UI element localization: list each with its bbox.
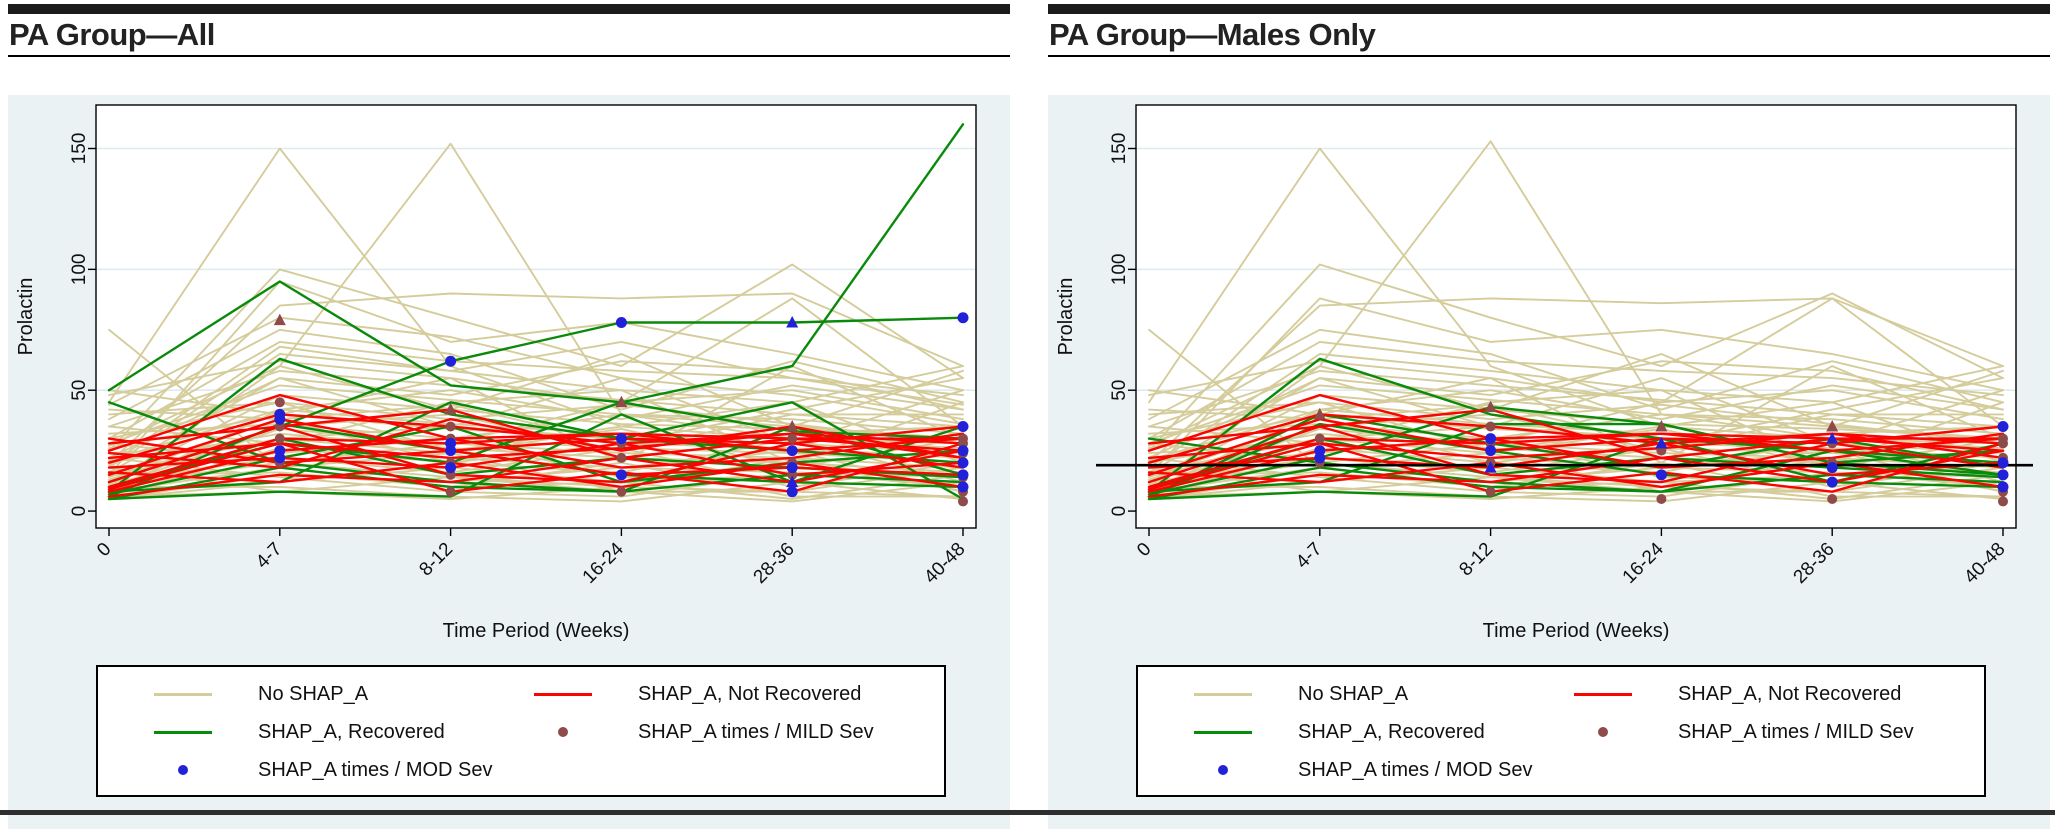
legend-item: No SHAP_A xyxy=(1148,681,1528,707)
y-axis-title: Prolactin xyxy=(1055,278,1077,356)
svg-text:150: 150 xyxy=(69,133,90,165)
legend-label: SHAP_A times / MOD Sev xyxy=(1298,758,1533,781)
y-axis: 0 50 100 150 xyxy=(69,133,96,517)
title-rule xyxy=(1048,55,2050,57)
legend-label: SHAP_A times / MILD Sev xyxy=(637,720,874,743)
figure-pa-males-only: PA Group—Males Only 0 50 100 150 0 4-7 8-12 16-… xyxy=(1048,0,2050,829)
figure-title: PA Group—Males Only xyxy=(1049,17,1376,52)
svg-text:8-12: 8-12 xyxy=(415,539,457,581)
title-rule xyxy=(8,55,1010,57)
legend-dot-swatch xyxy=(488,727,638,737)
legend-box: No SHAP_A SHAP_A, Not Recovered SHAP_A, Re… xyxy=(1136,665,1986,797)
legend-item: SHAP_A times / MOD Sev xyxy=(108,757,493,783)
svg-text:28-36: 28-36 xyxy=(750,539,799,588)
svg-text:50: 50 xyxy=(69,380,90,401)
svg-text:28-36: 28-36 xyxy=(1790,539,1839,588)
svg-text:0: 0 xyxy=(93,539,115,561)
plot-panel: 0 50 100 150 0 4-7 8-12 16-24 28-36 40-48 Prolacti… xyxy=(1048,95,2050,829)
figure-top-rule xyxy=(1048,4,2050,14)
svg-text:0: 0 xyxy=(69,506,90,517)
figure-top-rule xyxy=(8,4,1010,14)
plot-panel: 0 50 100 150 0 4-7 8-12 16-24 28-36 40-48 Prolacti… xyxy=(8,95,1010,829)
legend-label: SHAP_A, Not Recovered xyxy=(1677,682,1902,705)
legend-dot-swatch xyxy=(1148,765,1298,775)
x-axis: 0 4-7 8-12 16-24 28-36 40-48 xyxy=(93,528,970,588)
legend-item: No SHAP_A xyxy=(108,681,488,707)
legend-line-swatch xyxy=(1148,692,1298,696)
svg-text:100: 100 xyxy=(1109,254,1130,286)
svg-text:100: 100 xyxy=(69,254,90,286)
legend-item: SHAP_A, Recovered xyxy=(108,719,488,745)
legend-label: SHAP_A times / MILD Sev xyxy=(1677,720,1914,743)
figure-title: PA Group—All xyxy=(9,17,215,52)
legend-item: SHAP_A, Not Recovered xyxy=(1528,681,1974,707)
legend-line-swatch xyxy=(108,692,258,696)
svg-text:16-24: 16-24 xyxy=(1619,538,1669,588)
legend-item: SHAP_A times / MILD Sev xyxy=(1528,719,1974,745)
legend-label: SHAP_A times / MOD Sev xyxy=(258,758,493,781)
legend-item: SHAP_A times / MILD Sev xyxy=(488,719,934,745)
plot-frame xyxy=(95,104,977,529)
legend-label: SHAP_A, Not Recovered xyxy=(637,682,862,705)
legend-dot-swatch xyxy=(108,765,258,775)
series-shap-a-not-recovered xyxy=(1147,393,2005,498)
x-axis-title: Time Period (Weeks) xyxy=(1482,620,1670,642)
legend-label: No SHAP_A xyxy=(1298,682,1409,705)
page-bottom-rule xyxy=(0,810,2055,815)
svg-text:40-48: 40-48 xyxy=(1960,539,2009,588)
svg-text:40-48: 40-48 xyxy=(920,539,969,588)
figure-pa-all: PA Group—All 0 50 100 150 0 4-7 8-12 16-24 28-36… xyxy=(8,0,1010,829)
legend-item: SHAP_A times / MOD Sev xyxy=(1148,757,1533,783)
line-chart: 0 50 100 150 0 4-7 8-12 16-24 28-36 40-48 Prolacti… xyxy=(1055,104,2033,588)
line-chart: 0 50 100 150 0 4-7 8-12 16-24 28-36 40-48 Prolacti… xyxy=(15,104,977,588)
y-axis: 0 50 100 150 xyxy=(1109,133,1136,517)
markers-shap-a-times-mod-sev xyxy=(274,312,969,498)
svg-text:50: 50 xyxy=(1109,380,1130,401)
legend-line-swatch xyxy=(1528,692,1678,696)
legend-line-swatch xyxy=(488,692,638,696)
legend-box: No SHAP_A SHAP_A, Not Recovered SHAP_A, Re… xyxy=(96,665,946,797)
svg-text:4-7: 4-7 xyxy=(252,539,286,573)
legend-item: SHAP_A, Not Recovered xyxy=(488,681,934,707)
legend-line-swatch xyxy=(1148,730,1298,734)
series-shap-a-not-recovered xyxy=(107,393,965,498)
legend-dot-swatch xyxy=(1528,727,1678,737)
svg-text:4-7: 4-7 xyxy=(1292,539,1326,573)
legend-label: SHAP_A, Recovered xyxy=(1298,720,1485,743)
svg-text:8-12: 8-12 xyxy=(1455,539,1497,581)
svg-text:0: 0 xyxy=(1109,506,1130,517)
svg-text:150: 150 xyxy=(1109,133,1130,165)
y-axis-title: Prolactin xyxy=(15,278,37,356)
x-axis-title: Time Period (Weeks) xyxy=(442,620,630,642)
markers-shap-a-times-mod-sev xyxy=(1314,420,2009,493)
svg-text:16-24: 16-24 xyxy=(579,538,629,588)
x-axis: 0 4-7 8-12 16-24 28-36 40-48 xyxy=(1133,528,2010,588)
legend-item: SHAP_A, Recovered xyxy=(1148,719,1528,745)
svg-text:0: 0 xyxy=(1133,539,1155,561)
legend-label: No SHAP_A xyxy=(258,682,369,705)
legend-label: SHAP_A, Recovered xyxy=(258,720,445,743)
legend-line-swatch xyxy=(108,730,258,734)
plot-frame xyxy=(1135,104,2017,529)
